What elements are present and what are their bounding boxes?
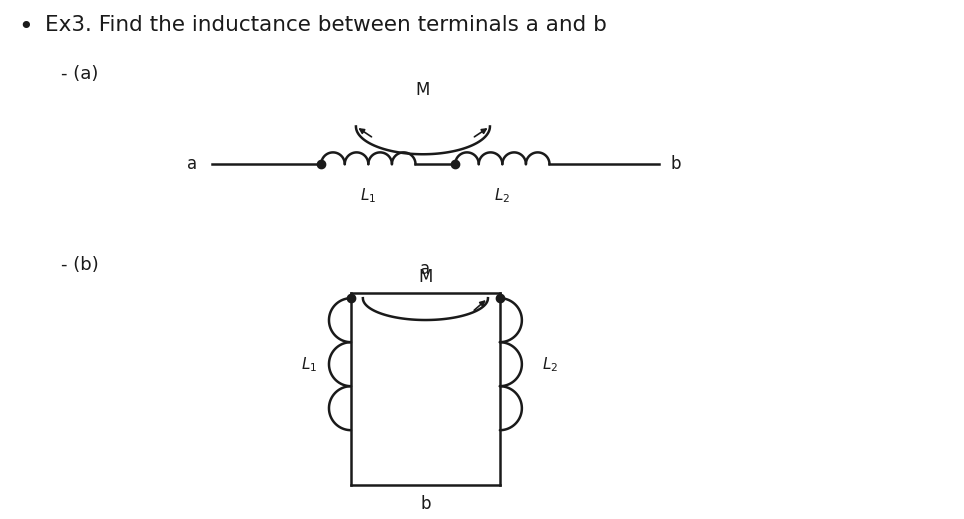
Text: $L_1$: $L_1$	[301, 355, 317, 374]
Text: $L_2$: $L_2$	[542, 355, 558, 374]
Text: a: a	[187, 155, 197, 173]
Text: M: M	[418, 268, 433, 286]
Text: b: b	[671, 155, 682, 173]
Text: a: a	[420, 261, 431, 278]
Text: - (b): - (b)	[61, 256, 99, 275]
Text: •: •	[18, 15, 33, 39]
Text: $L_2$: $L_2$	[494, 186, 510, 204]
Text: b: b	[420, 495, 431, 513]
Text: Ex3. Find the inductance between terminals a and b: Ex3. Find the inductance between termina…	[45, 15, 607, 35]
Text: - (a): - (a)	[61, 65, 98, 83]
Text: $L_1$: $L_1$	[360, 186, 376, 204]
Text: M: M	[415, 80, 430, 99]
